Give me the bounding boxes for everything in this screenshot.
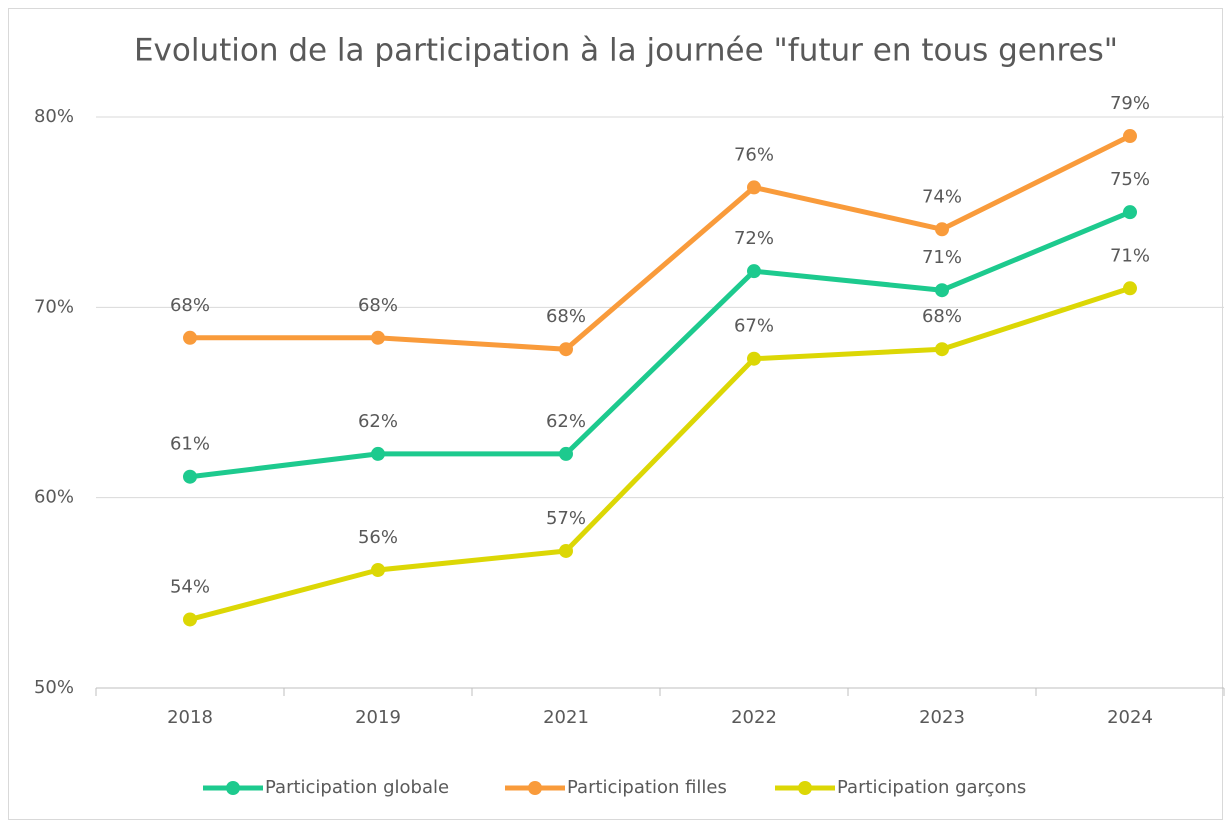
data-label: 67%	[734, 316, 774, 337]
data-label: 68%	[546, 306, 586, 327]
series-line	[189, 285, 1131, 622]
y-tick-label: 60%	[34, 487, 74, 508]
marker	[559, 446, 573, 461]
data-label: 62%	[546, 411, 586, 432]
marker	[747, 180, 761, 195]
x-tick-label: 2018	[167, 707, 213, 728]
data-label: 57%	[546, 508, 586, 529]
legend-marker	[528, 781, 542, 795]
chart-border	[8, 8, 1223, 820]
legend-marker	[798, 781, 812, 795]
marker	[371, 446, 385, 461]
data-label: 68%	[358, 295, 398, 316]
data-label: 79%	[1110, 93, 1150, 114]
marker	[1123, 281, 1137, 296]
y-tick-label: 80%	[34, 106, 74, 127]
marker	[747, 264, 761, 279]
marker	[747, 351, 761, 366]
marker	[559, 543, 573, 558]
data-label: 74%	[922, 186, 962, 207]
marker	[1123, 205, 1137, 220]
data-label: 62%	[358, 411, 398, 432]
chart-title: Evolution de la participation à la journ…	[134, 33, 1118, 69]
x-tick-label: 2024	[1107, 707, 1153, 728]
marker	[183, 612, 197, 627]
legend-label: Participation garçons	[837, 777, 1026, 798]
data-label: 56%	[358, 527, 398, 548]
x-tick-label: 2019	[355, 707, 401, 728]
marker	[935, 222, 949, 237]
x-tick-label: 2023	[919, 707, 965, 728]
data-label: 61%	[170, 434, 210, 455]
marker	[935, 342, 949, 357]
data-label: 54%	[170, 576, 210, 597]
legend-label: Participation filles	[567, 777, 727, 798]
data-label: 71%	[922, 247, 962, 268]
marker	[371, 330, 385, 345]
x-tick-label: 2022	[731, 707, 777, 728]
data-label: 68%	[922, 306, 962, 327]
marker	[183, 469, 197, 484]
y-tick-label: 70%	[34, 296, 74, 317]
data-label: 75%	[1110, 169, 1150, 190]
legend-marker	[226, 781, 240, 795]
series-line	[189, 209, 1131, 480]
data-label: 71%	[1110, 245, 1150, 266]
data-label: 76%	[734, 144, 774, 165]
legend-label: Participation globale	[265, 777, 449, 798]
series-line	[190, 133, 1132, 352]
data-label: 68%	[170, 295, 210, 316]
marker	[1123, 129, 1137, 144]
marker	[371, 562, 385, 577]
marker	[183, 330, 197, 345]
y-tick-label: 50%	[34, 677, 74, 698]
x-tick-label: 2021	[543, 707, 589, 728]
marker	[559, 342, 573, 357]
data-label: 72%	[734, 228, 774, 249]
marker	[935, 283, 949, 298]
